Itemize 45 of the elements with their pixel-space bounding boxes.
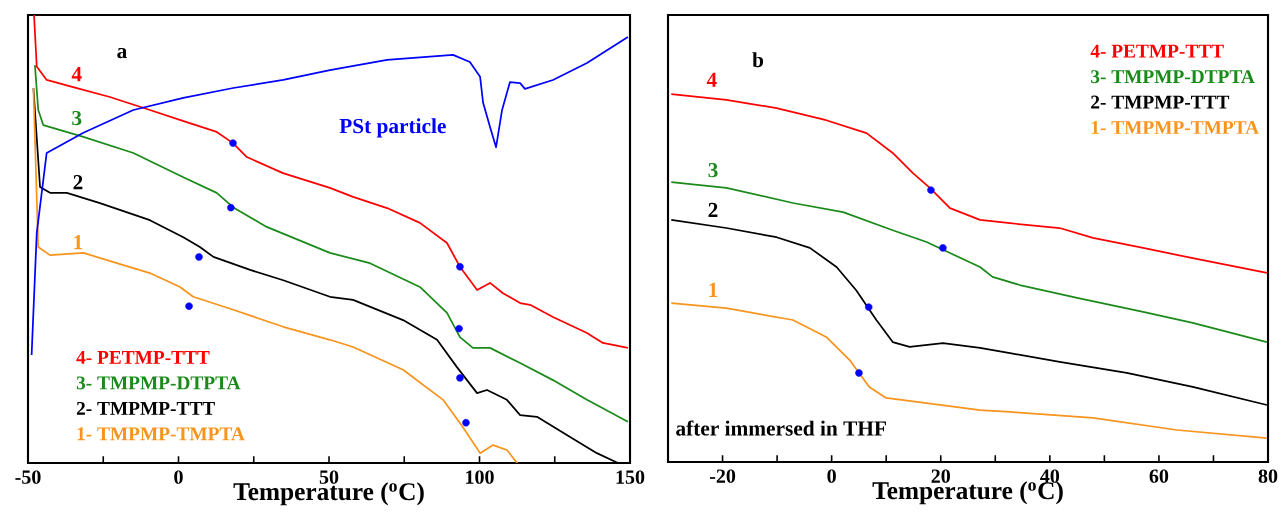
annotation: PSt particle (339, 118, 446, 138)
point (927, 186, 935, 194)
x-tick-label: 0 (174, 470, 183, 484)
point (462, 418, 470, 427)
annotation: 3 (708, 162, 718, 178)
x-tick-label: 20 (931, 469, 950, 483)
annotation: 4 (71, 67, 82, 82)
x-tick-label: 100 (466, 470, 494, 484)
x-tick-label: 150 (616, 470, 645, 484)
annotation: 1 (74, 235, 83, 250)
x-tick-label: 40 (1040, 469, 1060, 483)
point (229, 139, 237, 147)
text: 2- TMPMP-TTT (1091, 95, 1230, 109)
x-tick-label: -20 (709, 469, 736, 483)
annotation: 2 (708, 202, 718, 217)
x-tick-label: 50 (319, 470, 339, 484)
point (227, 203, 235, 212)
point (865, 303, 873, 311)
point (455, 324, 463, 333)
x-tick-label: 60 (1149, 469, 1169, 483)
point (195, 253, 203, 261)
text: 4- PETMP-TTT (1090, 44, 1224, 58)
text: 1- TMPMP-TMPTA (77, 427, 245, 441)
text: 4- PETMP-TTT (76, 351, 210, 364)
annotation: 2 (73, 175, 83, 190)
point (939, 244, 947, 252)
text: 3- TMPMP-DTPTA (76, 376, 241, 390)
x-tick-label: 0 (827, 469, 836, 483)
x-tick-label: 80 (1258, 469, 1278, 483)
x-axis-title: Temperature ($^{o}$C) (233, 482, 424, 506)
text: b (752, 52, 764, 68)
text: 3- TMPMP-DTPTA (1091, 70, 1255, 84)
x-axis-title: Temperature ($^{o}$C) (872, 481, 1063, 505)
annotation: 1 (709, 282, 718, 297)
point (456, 374, 464, 382)
annotation: after immersed in THF (676, 420, 886, 436)
point (456, 263, 464, 271)
text: 2- TMPMP-TTT (76, 401, 215, 415)
x-tick-label: -50 (15, 470, 41, 484)
annotation: a (117, 47, 127, 59)
text: 4 (706, 72, 717, 87)
point (185, 302, 193, 310)
annotation: 3 (72, 110, 82, 126)
text: 1- TMPMP-TMPTA (1091, 121, 1259, 134)
point (855, 369, 863, 377)
